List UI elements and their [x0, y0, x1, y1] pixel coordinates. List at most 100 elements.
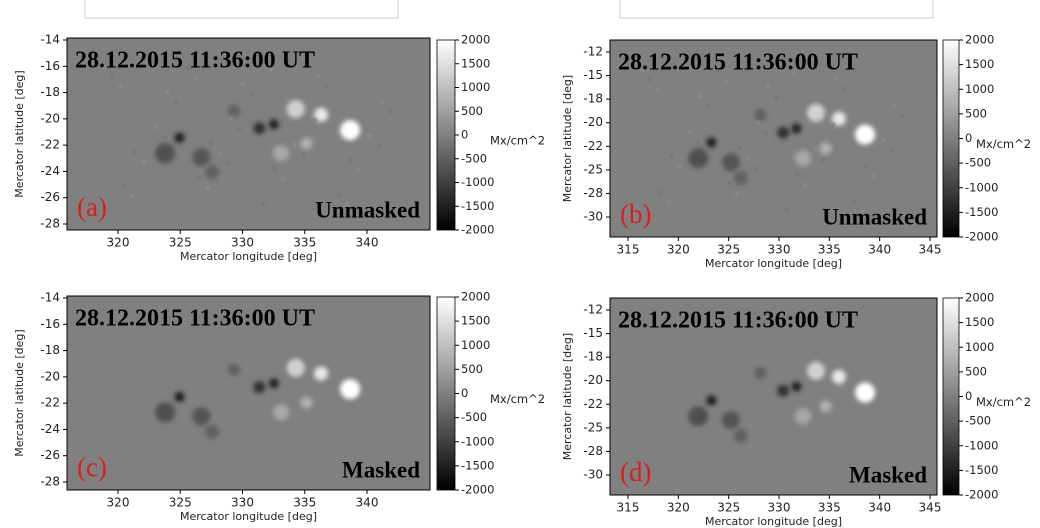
flux-spot: [174, 391, 185, 402]
noise: [165, 91, 169, 95]
flux-spot: [155, 402, 176, 423]
magnetogram: [609, 39, 938, 238]
x-tick-label: 315: [617, 501, 640, 515]
noise: [130, 194, 134, 198]
flux-spot: [819, 142, 832, 155]
colorbar-unit: Mx/cm^2: [490, 392, 545, 406]
x-tick-label: 320: [107, 236, 130, 250]
noise: [226, 161, 230, 165]
flux-spot: [340, 120, 361, 141]
panel: 28.12.2015 11:36:00 UT (a) Unmasked 320 325 3…: [13, 33, 545, 264]
flux-spot: [855, 124, 876, 145]
status-label: Unmasked: [315, 197, 420, 222]
noise: [717, 69, 721, 73]
x-tick-label: 335: [818, 243, 841, 257]
date-stamp: 28.12.2015 11:36:00 UT: [618, 50, 858, 76]
noise: [337, 193, 341, 197]
y-tick-label: -25: [583, 162, 603, 176]
x-tick-label: 335: [293, 496, 316, 510]
flux-spot: [205, 165, 220, 180]
noise: [122, 184, 126, 188]
flux-spot: [791, 123, 802, 134]
y-tick-label: -16: [40, 59, 60, 73]
y-tick-label: -20: [583, 115, 603, 129]
noise: [803, 183, 807, 187]
noise: [677, 165, 681, 169]
noise: [669, 155, 673, 159]
noise: [696, 140, 700, 144]
magnetogram: [66, 295, 431, 491]
flux-spot: [340, 379, 361, 400]
flux-spot: [721, 411, 740, 430]
colorbar-tick-label: -2000: [965, 230, 998, 244]
x-axis-label: Mercator longitude [deg]: [180, 250, 317, 263]
noise: [119, 85, 123, 89]
x-tick-label: 340: [356, 236, 379, 250]
x-tick-label: 330: [768, 243, 791, 257]
colorbar-tick-label: 0: [461, 128, 468, 142]
flux-spot: [688, 406, 709, 427]
panel-label: (a): [77, 192, 107, 222]
y-tick-label: -30: [583, 468, 603, 482]
x-tick-label: 335: [818, 501, 841, 515]
noise: [293, 143, 297, 147]
colorbar-tick-label: -500: [461, 151, 487, 165]
status-label: Unmasked: [822, 204, 927, 229]
colorbar-tick-label: 2000: [965, 33, 994, 47]
y-tick-label: -28: [40, 217, 60, 231]
noise: [774, 96, 778, 100]
colorbar-tick-label: 2000: [461, 33, 490, 47]
colorbar-tick-label: 1000: [965, 340, 994, 354]
noise: [377, 144, 381, 148]
colorbar-tick-label: 1000: [461, 338, 490, 352]
x-axis-label: Mercator longitude [deg]: [705, 515, 842, 528]
flux-spot: [777, 126, 790, 139]
panel: 28.12.2015 11:36:00 UT (d) Masked 315 320 325…: [561, 291, 1031, 528]
y-tick-label: -20: [40, 111, 60, 125]
noise: [649, 78, 653, 82]
noise: [197, 176, 201, 180]
noise: [785, 208, 789, 212]
flux-spot: [777, 384, 790, 397]
colorbar-tick-label: -1500: [461, 199, 494, 213]
colorbar: [436, 39, 456, 231]
noise: [305, 108, 309, 112]
noise: [766, 85, 770, 89]
x-tick-label: 335: [293, 236, 316, 250]
colorbar-tick-label: 2000: [461, 290, 490, 304]
flux-spot: [192, 407, 211, 426]
panel-label: (b): [620, 199, 651, 229]
noise: [368, 134, 372, 138]
y-tick-label: -18: [40, 85, 60, 99]
x-tick-label: 345: [919, 501, 942, 515]
x-tick-label: 315: [617, 243, 640, 257]
colorbar-tick-label: -2000: [461, 483, 494, 497]
y-tick-label: -18: [40, 343, 60, 357]
flux-spot: [268, 119, 279, 130]
noise: [209, 141, 213, 145]
flux-spot: [733, 428, 748, 443]
noise: [824, 112, 828, 116]
frame-edge: [619, 0, 934, 19]
noise: [892, 103, 896, 107]
noise: [727, 181, 731, 185]
noise: [698, 94, 702, 98]
flux-spot: [205, 424, 220, 439]
status-label: Masked: [342, 457, 420, 482]
colorbar: [942, 297, 960, 496]
x-tick-label: 320: [667, 501, 690, 515]
x-tick-label: 340: [868, 501, 891, 515]
noise: [348, 158, 352, 162]
noise: [860, 209, 864, 213]
colorbar: [436, 296, 456, 491]
flux-spot: [733, 170, 748, 185]
x-tick-label: 330: [231, 496, 254, 510]
x-axis-label: Mercator longitude [deg]: [705, 257, 842, 270]
y-tick-label: -26: [40, 190, 60, 204]
noise: [110, 75, 114, 79]
x-tick-label: 325: [169, 496, 192, 510]
x-tick-label: 320: [667, 243, 690, 257]
noise: [357, 168, 361, 172]
x-tick-label: 330: [231, 236, 254, 250]
noise: [316, 73, 320, 77]
